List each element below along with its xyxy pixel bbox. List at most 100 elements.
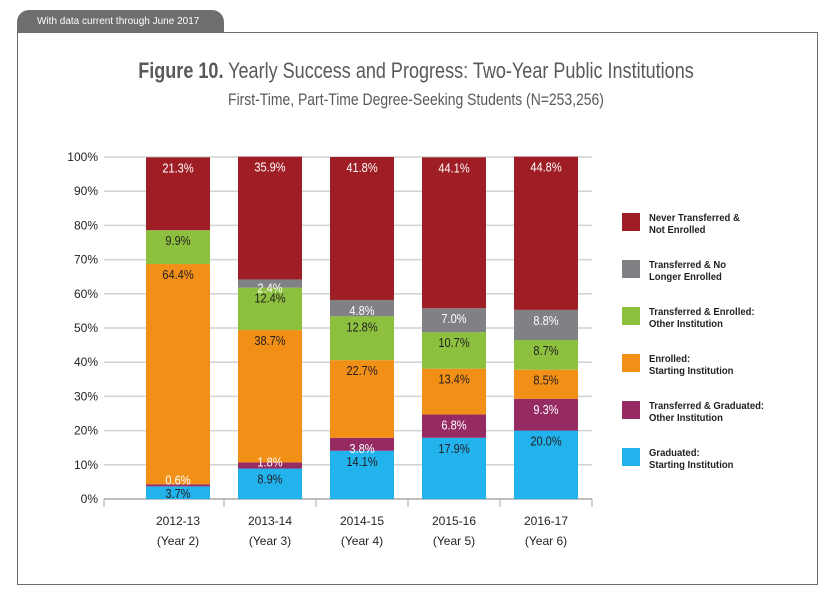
legend-label: Enrolled: Starting Institution [649,354,734,377]
data-label: 4.8% [349,303,374,318]
legend-label: Transferred & Enrolled: Other Institutio… [649,307,755,330]
y-tick-label: 20% [74,424,98,438]
data-label: 2.4% [257,281,282,296]
data-label: 1.8% [257,455,282,470]
bar-segment [330,316,394,361]
figure-frame [17,32,818,585]
bar-segment [422,368,486,415]
x-category-label: 2016-17 [524,514,568,528]
y-tick-label: 80% [74,218,98,232]
legend: Never Transferred & Not Enrolled Transfer… [622,213,770,495]
data-label: 44.1% [438,160,470,175]
y-tick-label: 100% [67,150,98,164]
x-category-label: 2014-15 [340,514,384,528]
data-label: 38.7% [254,333,286,348]
x-category-label: 2012-13 [156,514,200,528]
data-label: 35.9% [254,160,286,175]
data-label: 9.3% [533,402,558,417]
bar-segment [146,484,210,487]
legend-item: Transferred & No Longer Enrolled [622,260,770,307]
data-label: 17.9% [438,441,470,456]
y-tick-label: 0% [81,492,99,506]
legend-label: Transferred & No Longer Enrolled [649,260,727,283]
bar-segment [330,299,394,317]
x-category-label: 2015-16 [432,514,476,528]
bar-segment [146,230,210,265]
bar-segment [422,414,486,438]
data-label: 64.4% [162,267,194,282]
bar-segment [330,157,394,300]
data-label: 21.3% [162,160,194,175]
x-category-label: 2013-14 [248,514,292,528]
bar-segment [238,330,302,463]
bar-segment [146,157,210,231]
figure-number: Figure 10. [138,58,224,83]
data-label: 10.7% [438,335,470,350]
x-category-sublabel: (Year 6) [525,534,567,548]
y-tick-label: 30% [74,389,98,403]
bar-segment [146,486,210,499]
x-category-sublabel: (Year 2) [157,534,199,548]
x-category-sublabel: (Year 3) [249,534,291,548]
bar-segment [422,157,486,309]
data-label: 8.9% [257,472,282,487]
legend-swatch [622,401,640,419]
chart-title: Figure 10. Yearly Success and Progress: … [75,58,757,84]
data-label: 7.0% [441,311,466,326]
legend-swatch [622,448,640,466]
x-category-sublabel: (Year 5) [433,534,475,548]
bar-segment [514,309,578,340]
bar-segment [146,264,210,485]
bar-segment [422,437,486,499]
y-tick-label: 50% [74,321,98,335]
data-label: 12.8% [346,320,378,335]
y-tick-label: 60% [74,287,98,301]
title-text: Yearly Success and Progress: Two-Year Pu… [223,58,694,83]
data-label: 44.8% [530,160,562,175]
data-label: 14.1% [346,454,378,469]
bar-segment [238,156,302,280]
bar-segment [422,308,486,333]
legend-item: Never Transferred & Not Enrolled [622,213,770,260]
bar-segment [330,437,394,451]
legend-swatch [622,307,640,325]
legend-item: Graduated: Starting Institution [622,448,770,495]
legend-swatch [622,354,640,372]
legend-swatch [622,213,640,231]
bar-segment [422,332,486,369]
data-label: 12.4% [254,291,286,306]
y-tick-label: 90% [74,184,98,198]
bar-segment [514,339,578,370]
data-label: 13.4% [438,372,470,387]
data-label: 9.9% [165,233,190,248]
bar-segment [514,156,578,310]
legend-label: Never Transferred & Not Enrolled [649,213,740,236]
bar-segment [238,279,302,288]
y-tick-label: 10% [74,458,98,472]
x-category-sublabel: (Year 4) [341,534,383,548]
legend-label: Transferred & Graduated: Other Instituti… [649,401,765,424]
data-label: 6.8% [441,418,466,433]
chart-subtitle: First-Time, Part-Time Degree-Seeking Stu… [228,90,604,109]
bar-segment [238,468,302,499]
data-label: 3.7% [165,486,190,501]
legend-item: Transferred & Enrolled: Other Institutio… [622,307,770,354]
bar-segment [514,398,578,431]
bar-segment [238,462,302,469]
bar-segment [330,450,394,499]
legend-swatch [622,260,640,278]
bar-segment [238,287,302,331]
data-label: 0.6% [165,472,190,487]
y-tick-label: 70% [74,253,98,267]
data-label: 22.7% [346,363,378,378]
legend-item: Enrolled: Starting Institution [622,354,770,401]
data-currency-banner: With data current through June 2017 [17,10,224,32]
data-label: 8.7% [533,343,558,358]
y-tick-label: 40% [74,355,98,369]
legend-item: Transferred & Graduated: Other Instituti… [622,401,770,448]
bar-segment [514,369,578,399]
bar-segment [330,360,394,438]
data-label: 3.8% [349,441,374,456]
data-label: 8.8% [533,313,558,328]
